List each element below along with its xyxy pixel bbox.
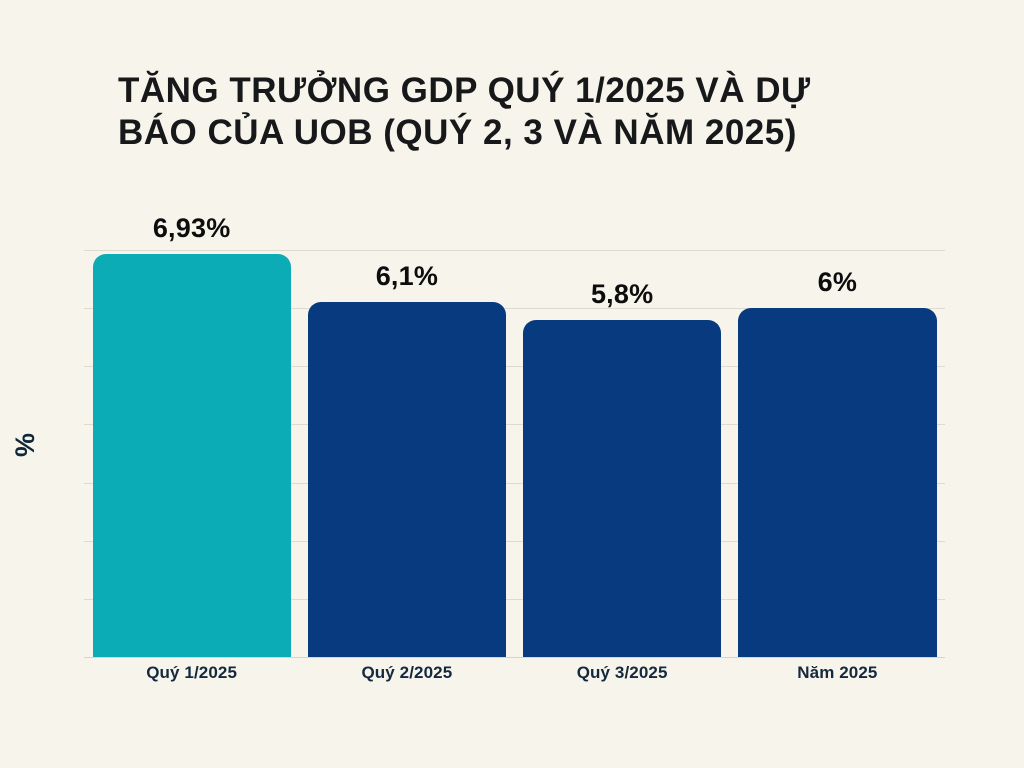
gridline	[84, 250, 945, 251]
y-axis-title: %	[9, 433, 40, 458]
bar[interactable]	[738, 308, 937, 657]
x-axis-category-label: Quý 2/2025	[361, 663, 453, 682]
gridline	[84, 424, 945, 426]
gridline	[84, 308, 945, 310]
bar[interactable]	[92, 254, 291, 657]
gridline	[84, 657, 945, 658]
bar-value-label: 6,93%	[152, 213, 231, 244]
bar[interactable]	[307, 302, 506, 657]
gridline	[84, 540, 945, 542]
x-axis-category-label: Quý 1/2025	[146, 663, 238, 682]
bar-value-label: 6%	[817, 267, 858, 298]
gridline	[84, 366, 945, 368]
bar-value-label: 6,1%	[375, 261, 439, 292]
x-axis-category-label: Quý 3/2025	[576, 663, 668, 682]
gridline	[84, 482, 945, 484]
bar[interactable]	[523, 319, 722, 657]
gridline	[84, 598, 945, 600]
x-axis-category-label: Năm 2025	[797, 663, 878, 682]
chart-title: TĂNG TRƯỞNG GDP QUÝ 1/2025 VÀ DỰ BÁO CỦA…	[118, 71, 811, 152]
bar-value-label: 5,8%	[590, 278, 654, 309]
